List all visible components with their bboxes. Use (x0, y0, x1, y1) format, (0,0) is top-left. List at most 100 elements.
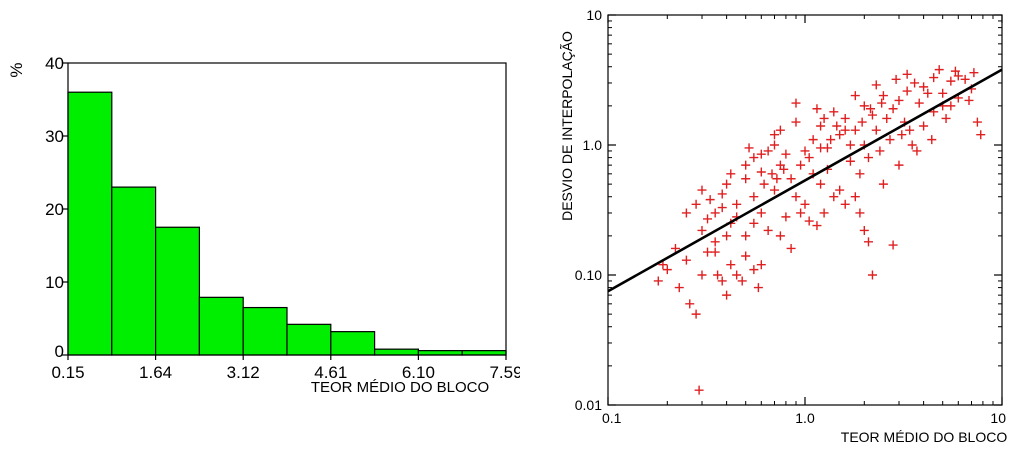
scatter-point (775, 231, 785, 241)
scatter-points (653, 65, 986, 395)
hist-y-tick-label: 10 (45, 273, 64, 292)
scatter-point (840, 125, 850, 135)
hist-bar (417, 350, 463, 356)
scatter-point (927, 135, 937, 145)
scatter-point (749, 218, 759, 228)
scatter-point (769, 130, 779, 140)
scatter-point (875, 146, 885, 156)
scatter-point (826, 135, 836, 145)
scatter-point (941, 113, 951, 123)
scatter-point (741, 231, 751, 241)
scatter-point (756, 167, 766, 177)
scatter-point (705, 195, 715, 205)
scatter-point (840, 199, 850, 209)
scatter-point (717, 203, 727, 213)
scatter-point (910, 78, 920, 88)
scatter-point (737, 276, 747, 286)
hist-y-tick-label: 40 (45, 54, 64, 73)
hist-bar (155, 226, 201, 356)
scatter-trend-line-group (607, 68, 1003, 293)
scatter-point (819, 113, 829, 123)
scatter-point (662, 265, 672, 275)
scatter-point (796, 208, 806, 218)
scatter-x-axis-label: TEOR MÉDIO DO BLOCO (841, 429, 1008, 445)
scatter-point (878, 179, 888, 189)
scatter-y-tick-label: 0.10 (575, 267, 602, 283)
scatter-x-tick-label: 10 (990, 410, 1006, 426)
scatter-point (775, 125, 785, 135)
scatter-point (855, 208, 865, 218)
scatter-point (781, 212, 791, 222)
scatter-point (791, 98, 801, 108)
scatter-point (938, 88, 948, 98)
scatter-point (882, 113, 892, 123)
scatter-point (741, 251, 751, 261)
scatter-point (867, 270, 877, 280)
scatter-point (722, 231, 732, 241)
scatter-point (726, 169, 736, 179)
scatter-point (850, 192, 860, 202)
scatter-point (769, 185, 779, 195)
scatter-point (694, 385, 704, 395)
scatter-point (681, 255, 691, 265)
scatter-point (855, 169, 865, 179)
scatter-point (865, 104, 875, 114)
scatter-point (885, 135, 895, 145)
scatter-point (681, 208, 691, 218)
scatter-point (919, 82, 929, 92)
scatter-point (894, 95, 904, 105)
scatter-point (781, 149, 791, 159)
hist-y-tick-label: 20 (45, 200, 64, 219)
scatter-point (749, 153, 759, 163)
scatter-point (808, 135, 818, 145)
scatter-point (877, 98, 887, 108)
scatter-chart: DESVIO DE INTERPOLAÇÃO 0.01 0.10 1.0 10 0.1 1… (559, 7, 1008, 445)
scatter-point (835, 130, 845, 140)
scatter-point (914, 98, 924, 108)
scatter-y-tick-label: 0.01 (575, 397, 602, 413)
scatter-point (732, 199, 742, 209)
scatter-point (710, 247, 720, 257)
hist-bars (67, 91, 507, 356)
scatter-point (786, 243, 796, 253)
scatter-point (749, 265, 759, 275)
scatter-point (722, 290, 732, 300)
scatter-point (796, 160, 806, 170)
scatter-point (902, 86, 912, 96)
hist-x-tick-label: 1.64 (139, 363, 172, 382)
scatter-point (703, 247, 713, 257)
scatter-point (691, 199, 701, 209)
scatter-point (763, 225, 773, 235)
hist-y-ticks: 0 10 20 30 40 (45, 54, 68, 361)
scatter-point (863, 237, 873, 247)
scatter-point (891, 74, 901, 84)
scatter-point (976, 130, 986, 140)
scatter-point (741, 160, 751, 170)
scatter-point (888, 240, 898, 250)
scatter-point (867, 110, 877, 120)
hist-x-ticks: 0.15 1.64 3.12 4.61 6.10 7.59 (51, 355, 520, 382)
scatter-point (835, 185, 845, 195)
scatter-point (786, 174, 796, 184)
scatter-point (722, 179, 732, 189)
scatter-point (756, 208, 766, 218)
scatter-point (871, 80, 881, 90)
scatter-point (685, 299, 695, 309)
hist-x-tick-label: 6.10 (402, 363, 435, 382)
scatter-point (946, 76, 956, 86)
scatter-point (697, 225, 707, 235)
scatter-point (713, 270, 723, 280)
scatter-axes (607, 14, 1003, 406)
hist-bar (330, 331, 376, 356)
histogram-chart: % 0 10 20 30 40 0.15 1.64 3.12 4.61 6.10 7.59 TEO… (7, 54, 520, 396)
scatter-point (946, 101, 956, 111)
scatter-y-tick-label: 10 (586, 7, 602, 23)
scatter-point (756, 149, 766, 159)
scatter-point (800, 146, 810, 156)
scatter-point (763, 146, 773, 156)
scatter-point (744, 143, 754, 153)
scatter-point (816, 179, 826, 189)
scatter-point (950, 66, 960, 76)
scatter-point (845, 140, 855, 150)
scatter-point (845, 156, 855, 166)
